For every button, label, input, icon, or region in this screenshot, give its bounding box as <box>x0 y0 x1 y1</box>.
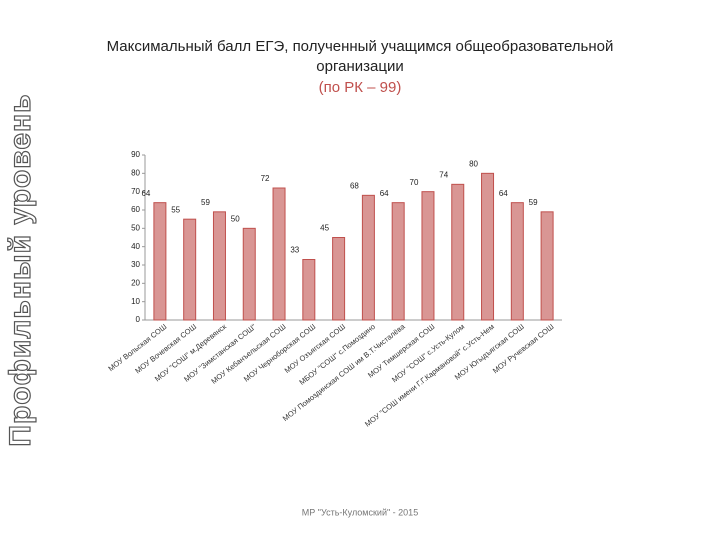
y-tick-label: 30 <box>131 260 140 269</box>
value-label: 64 <box>499 189 508 198</box>
value-label: 64 <box>380 189 389 198</box>
bar <box>421 191 435 321</box>
bar <box>540 211 554 321</box>
bar <box>391 202 405 321</box>
value-label: 64 <box>141 189 150 198</box>
y-tick-label: 50 <box>131 223 140 232</box>
bar <box>272 187 286 321</box>
bar <box>481 172 495 321</box>
value-label: 70 <box>410 178 419 187</box>
y-tick-label: 20 <box>131 278 140 287</box>
bar <box>451 183 465 321</box>
chart-title: Максимальный балл ЕГЭ, полученный учащим… <box>107 38 614 55</box>
value-label: 59 <box>201 198 210 207</box>
value-label: 68 <box>350 181 359 190</box>
y-tick-label: 70 <box>131 187 140 196</box>
value-label: 50 <box>231 214 240 223</box>
bar <box>361 194 375 321</box>
value-label: 80 <box>469 159 478 168</box>
bar <box>212 211 226 321</box>
value-label: 74 <box>439 170 448 179</box>
value-label: 45 <box>320 224 329 233</box>
bar <box>302 259 316 321</box>
bar <box>183 218 197 321</box>
y-tick-label: 40 <box>131 242 140 251</box>
chart-title: организации <box>316 58 403 75</box>
y-tick-label: 0 <box>136 315 141 324</box>
value-label: 33 <box>290 246 299 255</box>
bar <box>510 202 524 321</box>
y-tick-label: 80 <box>131 168 140 177</box>
y-tick-label: 10 <box>131 297 140 306</box>
value-label: 59 <box>529 198 538 207</box>
y-tick-label: 60 <box>131 205 140 214</box>
side-title: Профильный уровень <box>4 93 37 446</box>
bar <box>242 227 256 321</box>
bar <box>332 237 346 321</box>
value-label: 72 <box>261 174 270 183</box>
bar <box>153 202 167 321</box>
value-label: 55 <box>171 205 180 214</box>
footer: МР "Усть-Куломский" - 2015 <box>302 507 418 517</box>
chart-subtitle: (по РК – 99) <box>319 79 402 96</box>
y-tick-label: 90 <box>131 150 140 159</box>
